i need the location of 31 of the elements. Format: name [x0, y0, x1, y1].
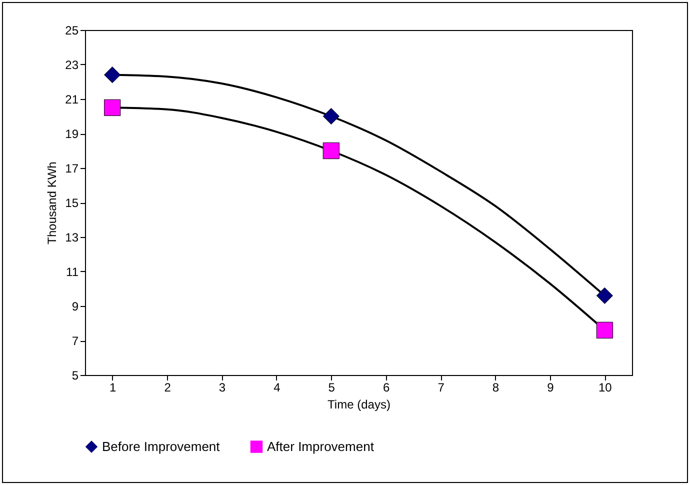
x-tick-label: 7	[438, 380, 445, 394]
x-tick-label: 6	[383, 380, 390, 394]
y-tick-label: 25	[65, 24, 79, 38]
y-tick-label: 5	[72, 368, 79, 382]
y-tick-label: 13	[65, 230, 79, 244]
y-tick-label: 23	[65, 58, 79, 72]
x-axis-title: Time (days)	[328, 398, 390, 412]
x-tick-label: 2	[164, 380, 172, 394]
x-tick-label: 9	[547, 380, 554, 394]
y-tick-label: 11	[66, 265, 79, 279]
x-tick-label: 8	[492, 380, 500, 394]
y-tick-label: 19	[65, 127, 79, 141]
point	[596, 287, 613, 304]
point	[596, 322, 613, 338]
point	[104, 66, 121, 84]
y-tick-label: 7	[72, 334, 79, 348]
x-tick-label: 4	[274, 380, 281, 394]
y-tick-label: 15	[65, 196, 79, 210]
y-tick-label: 9	[72, 300, 79, 314]
x-tick-label: 1	[110, 380, 117, 394]
y-tick-label: 21	[65, 92, 79, 106]
point	[322, 108, 340, 125]
point	[322, 142, 340, 160]
legend-label: After Improvement	[267, 438, 374, 454]
y-axis-title: Thousand KWh	[45, 162, 60, 244]
point	[104, 99, 121, 116]
legend-label: Before Improvement	[102, 438, 220, 454]
x-tick-label: 5	[328, 380, 336, 394]
y-tick-label: 17	[65, 162, 79, 176]
x-tick-label: 3	[218, 380, 226, 394]
x-tick-label: 10	[598, 380, 612, 394]
